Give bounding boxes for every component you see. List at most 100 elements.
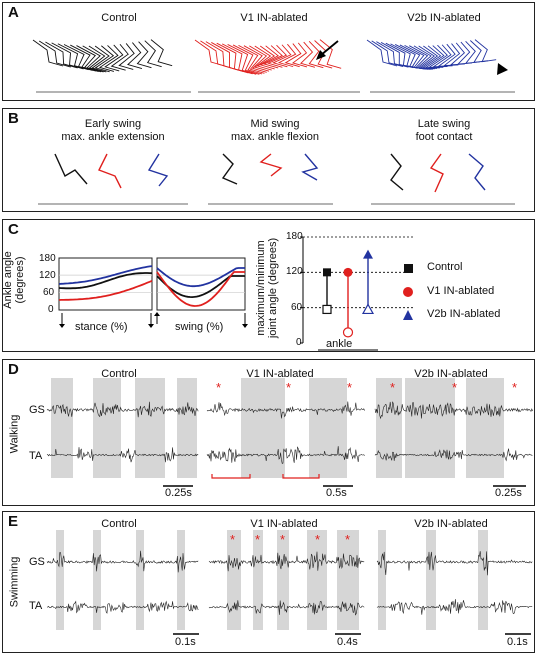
stick-frame — [259, 45, 279, 70]
rtick-180: 180 — [286, 231, 303, 242]
significance-star: * — [255, 532, 260, 547]
phase-stick-figures — [38, 153, 515, 205]
burst-shading — [253, 530, 263, 630]
stick-frame — [110, 43, 129, 71]
stick-frame — [267, 44, 288, 68]
stick-frame — [45, 41, 78, 69]
swing-trace — [156, 267, 245, 288]
significance-star: * — [512, 380, 517, 395]
legend-v1: V1 IN-ablated — [427, 285, 495, 297]
phase-stick — [221, 153, 238, 185]
stick-frame — [319, 39, 342, 69]
emg-trace — [46, 447, 199, 463]
stick-frame — [421, 45, 442, 69]
arrow-head-icon — [59, 324, 65, 328]
phase-mid-subtitle: max. ankle flexion — [230, 131, 320, 143]
stick-frame — [136, 41, 152, 69]
burst-shading — [93, 378, 121, 478]
stick-frame — [371, 40, 404, 68]
stance-trace — [58, 279, 153, 301]
phase-stick — [147, 153, 169, 187]
stick-frame — [243, 45, 265, 74]
scale-label-v1: 0.4s — [337, 636, 358, 648]
panel-e-title-v2b: V2b IN-ablated — [414, 518, 488, 530]
stick-frame — [308, 40, 324, 69]
panel-d: D Control V1 IN-ablated V2b IN-ablated W… — [2, 359, 535, 506]
stick-frame — [150, 39, 173, 67]
stick-frame — [424, 45, 445, 69]
burst-shading — [426, 530, 436, 630]
row-label-gs: GS — [29, 556, 45, 568]
interval-bracket — [211, 474, 251, 479]
stick-frame — [94, 45, 115, 73]
phase-stick — [259, 153, 283, 177]
stick-frame — [464, 40, 480, 64]
phase-stick — [54, 153, 88, 185]
stick-frame — [284, 43, 302, 68]
stance-label: stance (%) — [75, 321, 128, 333]
scale-label-v1: 0.5s — [326, 487, 347, 499]
significance-star: * — [452, 380, 457, 395]
ytick-180: 180 — [39, 253, 56, 264]
emg-trace — [208, 551, 365, 572]
emg-trace — [47, 600, 199, 614]
arrow-head-icon — [242, 324, 248, 328]
stick-frame — [256, 45, 276, 71]
rtick-120: 120 — [286, 266, 303, 277]
significance-star: * — [280, 532, 285, 547]
stick-frame — [238, 44, 263, 75]
row-label-gs: GS — [29, 404, 45, 416]
stick-frame — [300, 41, 316, 68]
stick-frame — [232, 44, 260, 75]
angle-plot-frame — [156, 257, 246, 311]
stick-frame — [127, 42, 143, 70]
arrow-head-icon — [154, 312, 160, 316]
burst-shading — [93, 530, 101, 630]
ytick-0: 0 — [48, 304, 54, 315]
stick-frame — [118, 43, 135, 70]
burst-shading — [177, 378, 197, 478]
legend-circle-icon — [403, 287, 413, 297]
panel-a-title-control: Control — [101, 12, 137, 24]
emg-trace — [206, 401, 365, 419]
scale-label-v2b: 0.1s — [507, 636, 528, 648]
panel-b: B Early swing max. ankle extension Mid s… — [2, 108, 535, 212]
phase-stick — [468, 153, 486, 191]
significance-star: * — [230, 532, 235, 547]
row-label-ta: TA — [29, 450, 43, 462]
phase-late-subtitle: foot contact — [415, 131, 473, 143]
phase-early-subtitle: max. ankle extension — [61, 131, 165, 143]
min-marker-circle — [342, 327, 354, 338]
scale-label-control: 0.25s — [165, 487, 192, 499]
burst-shading — [376, 378, 402, 478]
panel-d-title-control: Control — [101, 368, 137, 380]
emg-trace — [208, 600, 365, 616]
ankle-angle-charts — [58, 236, 415, 351]
stick-frame — [227, 44, 257, 75]
significance-star: * — [390, 380, 395, 395]
emg-trace — [376, 551, 533, 576]
stick-frame — [277, 43, 297, 68]
swing-trace — [156, 271, 245, 307]
legend-v2b: V2b IN-ablated — [427, 308, 501, 320]
stick-frame — [437, 43, 456, 67]
panel-e-title-control: Control — [101, 518, 137, 530]
arrow-indicator — [320, 40, 339, 56]
emg-trace — [46, 401, 199, 418]
emg-trace — [46, 550, 199, 573]
panel-letter: B — [8, 110, 19, 127]
ytick-60: 60 — [43, 287, 55, 298]
stick-frame — [254, 45, 272, 72]
significance-star: * — [315, 532, 320, 547]
stick-frame — [98, 45, 119, 72]
stick-frame — [366, 39, 398, 67]
rtick-0: 0 — [296, 337, 302, 348]
burst-shading — [136, 530, 144, 630]
panel-a-title-v1: V1 IN-ablated — [240, 12, 308, 24]
emg-trace — [206, 446, 365, 464]
burst-shading — [241, 378, 285, 478]
angle-plot-frame — [58, 257, 153, 311]
burst-shading — [405, 378, 455, 478]
max-marker-square — [323, 268, 331, 277]
burst-shading — [337, 530, 359, 630]
